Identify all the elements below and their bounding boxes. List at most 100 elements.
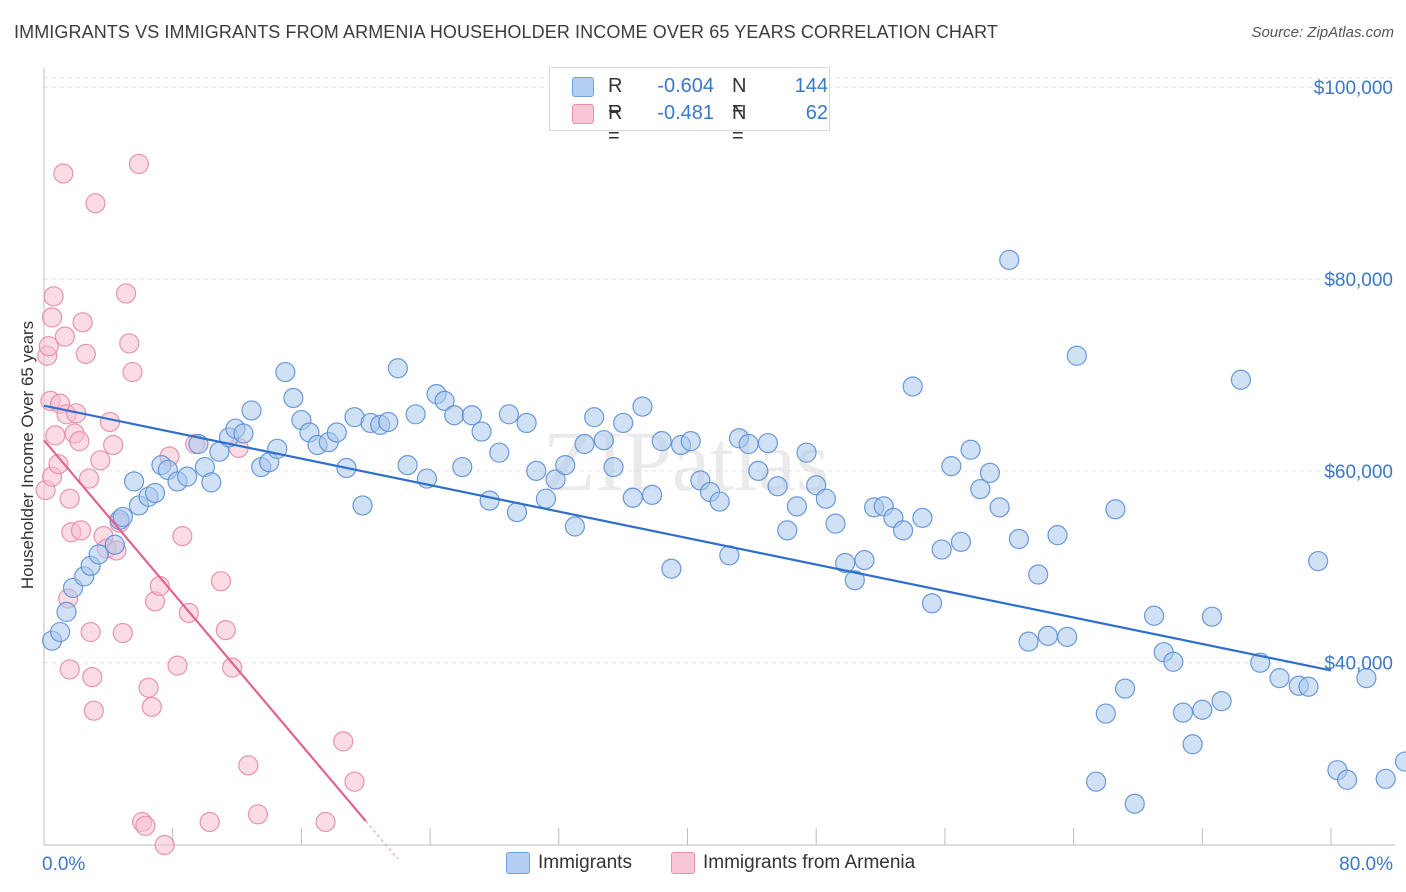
armenia-point xyxy=(344,771,365,792)
armenia-point xyxy=(128,153,150,175)
y-tick-label: $60,000 xyxy=(1324,462,1393,483)
immigrants-point xyxy=(950,531,972,552)
immigrants-point xyxy=(1037,625,1058,646)
armenia-point xyxy=(69,431,90,452)
y-axis-label: Householder Income Over 65 years xyxy=(18,321,37,589)
armenia-point xyxy=(238,755,259,776)
armenia-point xyxy=(43,286,64,307)
immigrants-point xyxy=(825,513,846,534)
immigrants-point xyxy=(1018,631,1039,652)
armenia-point xyxy=(72,312,93,333)
immigrants-point xyxy=(931,539,952,560)
immigrants-point xyxy=(767,476,788,497)
immigrants-point xyxy=(613,412,634,434)
armenia-point xyxy=(48,454,69,475)
armenia-point xyxy=(222,657,243,678)
bottom-legend-label: Immigrants from Armenia xyxy=(703,852,916,873)
immigrants-point xyxy=(104,534,125,555)
immigrants-point xyxy=(892,520,914,541)
immigrants-point xyxy=(275,361,296,383)
immigrants-point xyxy=(921,593,943,614)
immigrants-point xyxy=(651,431,672,452)
stats-legend: R = -0.604 N = 144 R = -0.481 N = 62 xyxy=(549,67,830,147)
legend-r-label: R = xyxy=(608,75,623,120)
armenia-point xyxy=(99,411,121,433)
armenia-point xyxy=(45,425,66,446)
immigrants-point xyxy=(49,621,71,643)
armenia-point xyxy=(141,696,162,717)
armenia-point xyxy=(78,468,100,489)
immigrants-trend-line xyxy=(43,404,1332,672)
armenia-trend-line xyxy=(43,439,367,822)
immigrants-point xyxy=(452,456,473,478)
legend-r-value: -0.604 xyxy=(657,75,714,97)
armenia-point xyxy=(82,667,103,688)
immigrants-point xyxy=(233,423,254,444)
armenia-point xyxy=(85,193,106,214)
armenia-point xyxy=(333,731,354,752)
immigrants-point xyxy=(1230,369,1252,390)
immigrants-point xyxy=(1086,771,1107,792)
immigrants-point xyxy=(564,516,585,537)
y-tick-label: $40,000 xyxy=(1324,654,1393,675)
armenia-point xyxy=(122,361,143,383)
immigrants-point xyxy=(796,442,817,463)
immigrants-point xyxy=(1192,699,1213,720)
immigrants-point xyxy=(1394,751,1406,772)
x-tick-label-min: 0.0% xyxy=(42,854,85,875)
armenia-point xyxy=(138,677,159,698)
immigrants-point xyxy=(757,432,779,454)
legend-n-label: N = xyxy=(732,75,747,120)
immigrants-point xyxy=(1201,606,1223,627)
immigrants-point xyxy=(912,507,933,528)
immigrants-point xyxy=(88,544,109,565)
immigrants-point xyxy=(555,455,576,476)
series-armenia-points xyxy=(35,153,365,856)
immigrants-point xyxy=(748,460,769,481)
immigrants-point xyxy=(489,442,510,463)
immigrants-point xyxy=(593,430,614,451)
bottom-legend-swatch-blue xyxy=(506,852,530,874)
armenia-point xyxy=(115,283,137,304)
immigrants-point xyxy=(1105,499,1126,520)
immigrants-point xyxy=(1308,550,1329,572)
legend-n-value: 62 xyxy=(805,102,828,124)
legend-r-label: R = xyxy=(608,102,623,147)
immigrants-point xyxy=(1182,734,1203,755)
immigrants-point xyxy=(498,404,520,425)
immigrants-point xyxy=(506,502,528,523)
armenia-point xyxy=(38,336,59,357)
legend-n-value: 144 xyxy=(794,75,828,97)
immigrants-point xyxy=(970,479,991,500)
immigrants-point xyxy=(632,396,653,417)
immigrants-point xyxy=(574,433,595,455)
bottom-legend-label: Immigrants xyxy=(538,852,632,873)
immigrants-point xyxy=(661,558,682,579)
immigrants-point xyxy=(471,421,492,442)
y-tick-label: $80,000 xyxy=(1324,270,1393,291)
immigrants-point xyxy=(1066,345,1087,366)
immigrants-point xyxy=(1008,528,1030,550)
x-tick-labels: 0.0% 80.0% xyxy=(42,854,1393,875)
armenia-point xyxy=(75,343,96,364)
chart-title: IMMIGRANTS VS IMMIGRANTS FROM ARMENIA HO… xyxy=(14,22,998,42)
immigrants-point xyxy=(1356,667,1377,689)
armenia-point xyxy=(59,488,80,509)
immigrants-point xyxy=(642,484,663,505)
immigrants-point xyxy=(434,390,455,411)
immigrants-point xyxy=(1375,768,1396,789)
armenia-point xyxy=(154,834,175,856)
immigrants-point xyxy=(326,422,347,443)
immigrants-point xyxy=(1057,626,1078,647)
immigrants-point xyxy=(1028,564,1049,585)
immigrants-point xyxy=(177,466,198,487)
x-tick-label-max: 80.0% xyxy=(1339,854,1393,875)
immigrants-point xyxy=(535,488,557,509)
immigrants-point xyxy=(854,549,875,571)
armenia-point xyxy=(103,434,124,456)
immigrants-point xyxy=(1269,667,1290,689)
immigrants-point xyxy=(584,407,605,428)
immigrants-point xyxy=(444,405,465,426)
immigrants-point xyxy=(526,460,547,481)
armenia-trend-extension xyxy=(365,820,399,860)
